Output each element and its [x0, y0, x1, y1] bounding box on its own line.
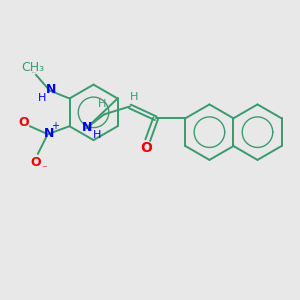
- Text: H: H: [130, 92, 138, 101]
- Text: CH₃: CH₃: [21, 61, 44, 74]
- Text: O: O: [19, 116, 29, 129]
- Text: N: N: [82, 121, 92, 134]
- Text: O: O: [31, 156, 41, 170]
- Text: N: N: [44, 127, 54, 140]
- Text: N: N: [46, 83, 56, 96]
- Text: methyl: methyl: [32, 72, 36, 73]
- Text: H: H: [93, 130, 101, 140]
- Text: ⁻: ⁻: [41, 164, 47, 174]
- Text: H: H: [98, 99, 106, 110]
- Text: H: H: [38, 94, 46, 103]
- Text: O: O: [140, 141, 152, 155]
- Text: +: +: [51, 121, 58, 131]
